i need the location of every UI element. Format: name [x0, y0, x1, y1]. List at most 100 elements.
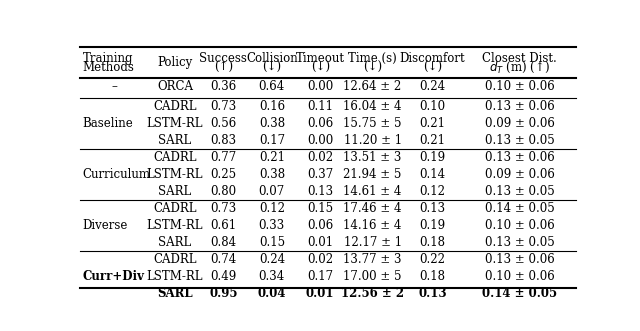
Text: 0.25: 0.25 — [211, 168, 236, 181]
Text: 0.10 ± 0.06: 0.10 ± 0.06 — [485, 270, 555, 283]
Text: 0.49: 0.49 — [211, 270, 237, 283]
Text: 0.04: 0.04 — [257, 287, 286, 300]
Text: 0.13 ± 0.05: 0.13 ± 0.05 — [485, 185, 555, 198]
Text: 0.10: 0.10 — [420, 100, 445, 113]
Text: 0.33: 0.33 — [259, 219, 285, 232]
Text: 0.14 ± 0.05: 0.14 ± 0.05 — [483, 287, 557, 300]
Text: 0.18: 0.18 — [420, 270, 445, 283]
Text: 13.77 ± 3: 13.77 ± 3 — [343, 253, 402, 266]
Text: 0.10 ± 0.06: 0.10 ± 0.06 — [485, 219, 555, 232]
Text: LSTM-RL: LSTM-RL — [147, 117, 203, 130]
Text: 16.04 ± 4: 16.04 ± 4 — [343, 100, 402, 113]
Text: 0.12: 0.12 — [420, 185, 445, 198]
Text: 0.38: 0.38 — [259, 117, 285, 130]
Text: 0.13 ± 0.06: 0.13 ± 0.06 — [485, 100, 555, 113]
Text: (↓): (↓) — [423, 61, 442, 74]
Text: 14.16 ± 4: 14.16 ± 4 — [344, 219, 402, 232]
Text: 0.61: 0.61 — [211, 219, 236, 232]
Text: 0.16: 0.16 — [259, 100, 285, 113]
Text: (↓): (↓) — [310, 61, 330, 74]
Text: 11.20 ± 1: 11.20 ± 1 — [344, 134, 402, 147]
Text: 0.18: 0.18 — [420, 236, 445, 249]
Text: 0.84: 0.84 — [211, 236, 236, 249]
Text: 12.56 ± 2: 12.56 ± 2 — [341, 287, 404, 300]
Text: Discomfort: Discomfort — [400, 52, 465, 65]
Text: 17.00 ± 5: 17.00 ± 5 — [343, 270, 402, 283]
Text: 14.61 ± 4: 14.61 ± 4 — [344, 185, 402, 198]
Text: 0.56: 0.56 — [211, 117, 237, 130]
Text: LSTM-RL: LSTM-RL — [147, 270, 203, 283]
Text: 0.13: 0.13 — [420, 202, 445, 215]
Text: 0.19: 0.19 — [420, 151, 445, 164]
Text: 0.06: 0.06 — [307, 219, 333, 232]
Text: 0.13 ± 0.05: 0.13 ± 0.05 — [485, 134, 555, 147]
Text: 0.80: 0.80 — [211, 185, 236, 198]
Text: 0.14 ± 0.05: 0.14 ± 0.05 — [485, 202, 555, 215]
Text: 0.10 ± 0.06: 0.10 ± 0.06 — [485, 80, 555, 93]
Text: Training: Training — [83, 52, 133, 65]
Text: 0.13 ± 0.06: 0.13 ± 0.06 — [485, 253, 555, 266]
Text: 0.02: 0.02 — [307, 253, 333, 266]
Text: 0.36: 0.36 — [211, 80, 237, 93]
Text: CADRL: CADRL — [153, 151, 196, 164]
Text: 0.14: 0.14 — [420, 168, 445, 181]
Text: Timeout: Timeout — [296, 52, 345, 65]
Text: ORCA: ORCA — [157, 80, 193, 93]
Text: LSTM-RL: LSTM-RL — [147, 168, 203, 181]
Text: SARL: SARL — [158, 134, 191, 147]
Text: 0.00: 0.00 — [307, 134, 333, 147]
Text: Methods: Methods — [83, 61, 134, 74]
Text: $d_T$ (m) (↑): $d_T$ (m) (↑) — [490, 60, 550, 75]
Text: 0.15: 0.15 — [259, 236, 285, 249]
Text: 0.13 ± 0.06: 0.13 ± 0.06 — [485, 151, 555, 164]
Text: 0.00: 0.00 — [307, 80, 333, 93]
Text: SARL: SARL — [158, 236, 191, 249]
Text: SARL: SARL — [158, 185, 191, 198]
Text: Success: Success — [200, 52, 247, 65]
Text: 0.21: 0.21 — [420, 117, 445, 130]
Text: 12.64 ± 2: 12.64 ± 2 — [344, 80, 402, 93]
Text: 0.17: 0.17 — [259, 134, 285, 147]
Text: Policy: Policy — [157, 56, 193, 69]
Text: 0.01: 0.01 — [307, 236, 333, 249]
Text: Time (s): Time (s) — [348, 52, 397, 65]
Text: 0.73: 0.73 — [211, 100, 237, 113]
Text: Curriculum: Curriculum — [83, 168, 150, 181]
Text: CADRL: CADRL — [153, 253, 196, 266]
Text: (↓): (↓) — [262, 61, 282, 74]
Text: 0.15: 0.15 — [307, 202, 333, 215]
Text: 0.24: 0.24 — [259, 253, 285, 266]
Text: Closest Dist.: Closest Dist. — [483, 52, 557, 65]
Text: (↓): (↓) — [363, 61, 382, 74]
Text: 0.34: 0.34 — [259, 270, 285, 283]
Text: 0.01: 0.01 — [306, 287, 335, 300]
Text: 0.17: 0.17 — [307, 270, 333, 283]
Text: 17.46 ± 4: 17.46 ± 4 — [343, 202, 402, 215]
Text: LSTM-RL: LSTM-RL — [147, 219, 203, 232]
Text: 0.11: 0.11 — [307, 100, 333, 113]
Text: 0.83: 0.83 — [211, 134, 236, 147]
Text: SARL: SARL — [157, 287, 193, 300]
Text: 0.38: 0.38 — [259, 168, 285, 181]
Text: CADRL: CADRL — [153, 202, 196, 215]
Text: 21.94 ± 5: 21.94 ± 5 — [344, 168, 402, 181]
Text: 0.37: 0.37 — [307, 168, 333, 181]
Text: 0.12: 0.12 — [259, 202, 285, 215]
Text: 15.75 ± 5: 15.75 ± 5 — [343, 117, 402, 130]
Text: 0.95: 0.95 — [209, 287, 237, 300]
Text: 0.13: 0.13 — [419, 287, 447, 300]
Text: Diverse: Diverse — [83, 219, 128, 232]
Text: 0.64: 0.64 — [259, 80, 285, 93]
Text: 0.24: 0.24 — [420, 80, 445, 93]
Text: 0.07: 0.07 — [259, 185, 285, 198]
Text: CADRL: CADRL — [153, 100, 196, 113]
Text: 0.19: 0.19 — [420, 219, 445, 232]
Text: Baseline: Baseline — [83, 117, 133, 130]
Text: 0.77: 0.77 — [211, 151, 237, 164]
Text: 12.17 ± 1: 12.17 ± 1 — [344, 236, 402, 249]
Text: 0.09 ± 0.06: 0.09 ± 0.06 — [485, 117, 555, 130]
Text: 0.21: 0.21 — [420, 134, 445, 147]
Text: Curr+Div: Curr+Div — [83, 270, 145, 283]
Text: Collision: Collision — [246, 52, 298, 65]
Text: 0.73: 0.73 — [211, 202, 237, 215]
